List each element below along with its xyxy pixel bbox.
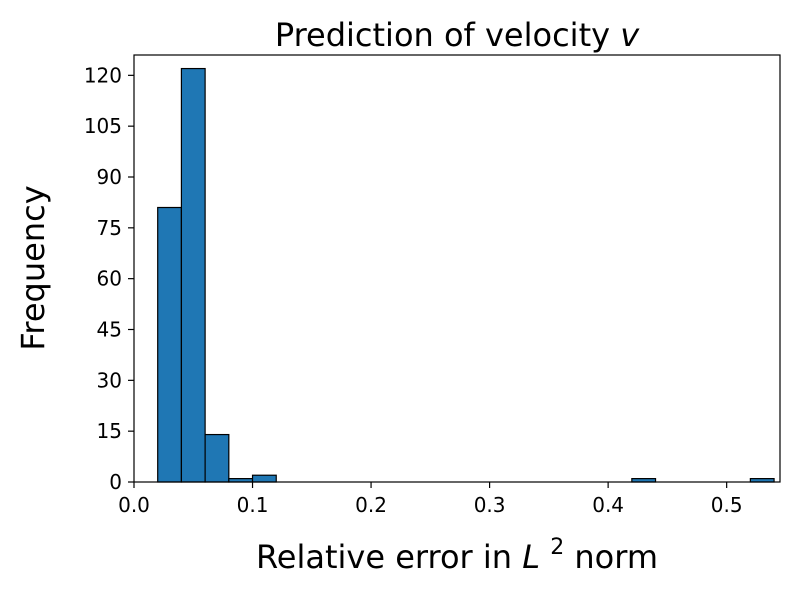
y-tick-label: 120 xyxy=(84,63,122,87)
x-tick-label: 0.1 xyxy=(237,493,269,517)
x-tick-label: 0.0 xyxy=(118,493,150,517)
bars-group xyxy=(157,67,775,483)
y-tick-label: 75 xyxy=(97,216,122,240)
histogram-bar xyxy=(204,433,230,483)
chart-title: Prediction of velocity v xyxy=(275,16,640,54)
x-axis-label: Relative error in L 2 norm xyxy=(256,524,658,576)
x-tick-label: 0.4 xyxy=(592,493,624,517)
y-tick-label: 90 xyxy=(97,165,122,189)
y-tick-label: 105 xyxy=(84,114,122,138)
x-tick-label: 0.5 xyxy=(711,493,743,517)
y-tick-label: 30 xyxy=(97,368,122,392)
x-tick-label: 0.2 xyxy=(355,493,387,517)
histogram-bar xyxy=(180,67,206,483)
y-tick-label: 60 xyxy=(97,267,122,291)
histogram-bar xyxy=(157,206,183,483)
y-tick-label: 0 xyxy=(109,470,122,494)
y-tick-label: 45 xyxy=(97,318,122,342)
histogram-bar xyxy=(251,474,277,483)
x-tick-label: 0.3 xyxy=(474,493,506,517)
y-axis-label: Frequency xyxy=(14,185,52,350)
y-axis-ticks: 0 15 30 45 60 75 90 105 120 xyxy=(84,63,134,494)
plot-frame xyxy=(133,54,781,483)
y-tick-label: 15 xyxy=(97,419,122,443)
x-axis-ticks: 0.0 0.1 0.2 0.3 0.4 0.5 xyxy=(118,482,743,517)
